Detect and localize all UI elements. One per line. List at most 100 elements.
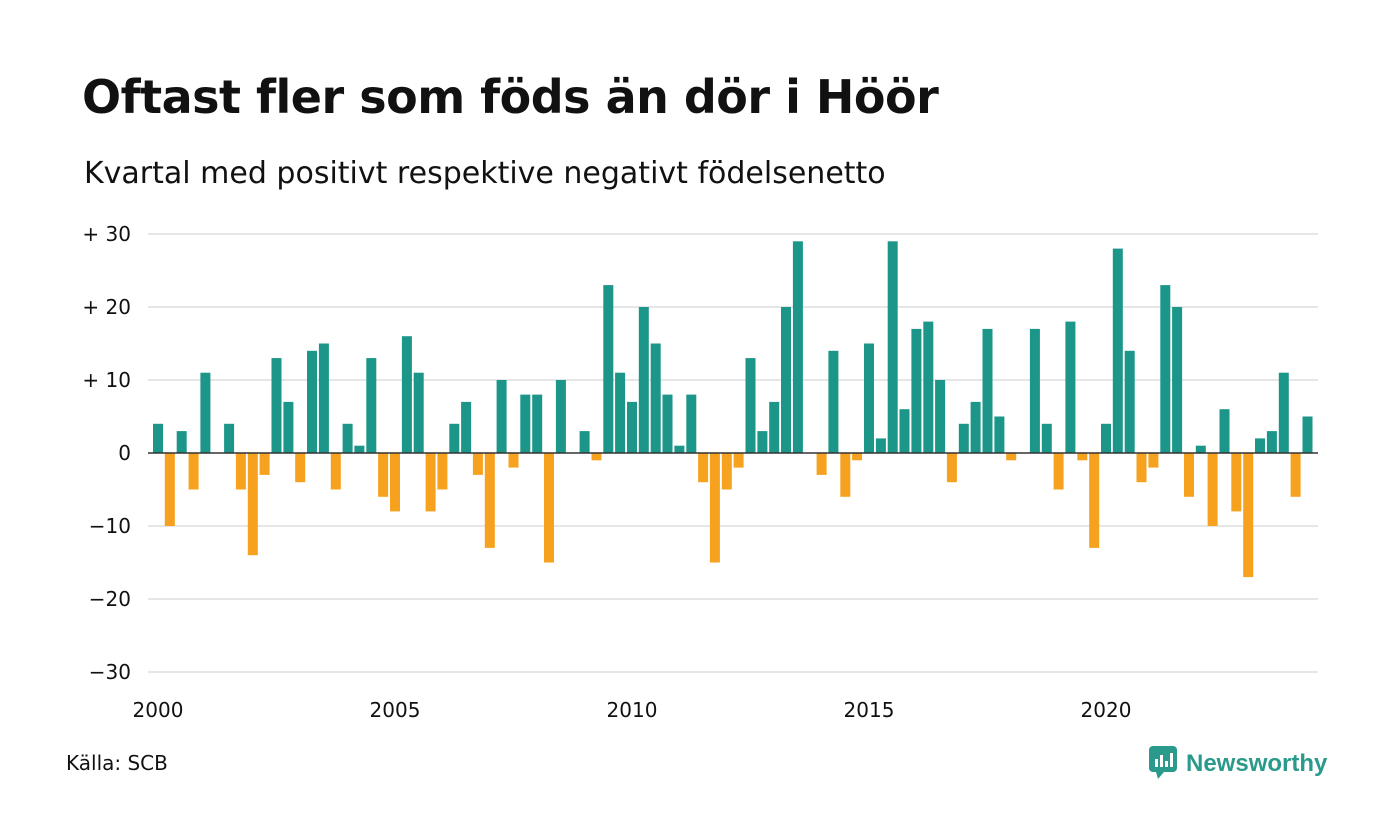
bar-positive xyxy=(911,328,922,453)
bars xyxy=(153,241,1313,578)
bar-negative xyxy=(425,453,436,512)
bar-positive xyxy=(958,423,969,453)
bar-positive xyxy=(153,423,163,453)
bar-positive xyxy=(745,358,756,453)
bar-positive xyxy=(1278,372,1289,453)
x-tick-label: 2005 xyxy=(370,698,421,722)
bar-negative xyxy=(1089,453,1100,548)
bar-negative xyxy=(247,453,258,556)
bar-positive xyxy=(875,438,886,453)
bar-negative xyxy=(852,453,863,461)
bar-positive xyxy=(650,343,661,453)
bar-positive xyxy=(283,401,294,453)
bar-negative xyxy=(1148,453,1159,468)
bar-positive xyxy=(1065,321,1076,453)
chart-title: Oftast fler som föds än dör i Höör xyxy=(82,70,939,124)
bar-negative xyxy=(1184,453,1194,497)
x-tick-label: 2010 xyxy=(607,698,658,722)
bar-negative xyxy=(816,453,827,475)
bar-positive xyxy=(176,431,187,453)
bar-positive xyxy=(449,423,460,453)
bar-negative xyxy=(390,453,400,512)
bar-negative xyxy=(188,453,199,490)
bar-positive xyxy=(532,394,543,453)
bar-positive xyxy=(994,416,1005,453)
newsworthy-logo-text: Newsworthy xyxy=(1186,750,1328,777)
bar-negative xyxy=(1290,453,1301,497)
bar-positive xyxy=(603,285,614,453)
y-axis-ticks: + 30 + 20 + 10 0 −10 −20 −30 xyxy=(82,222,131,684)
bar-negative xyxy=(721,453,732,490)
y-tick-label: −20 xyxy=(89,587,131,611)
bar-negative xyxy=(235,453,246,490)
bar-positive xyxy=(627,401,637,453)
x-tick-label: 2020 xyxy=(1081,698,1132,722)
bar-positive xyxy=(828,350,839,453)
bar-positive xyxy=(1195,445,1206,453)
bar-positive xyxy=(1160,285,1171,453)
bar-positive xyxy=(982,328,993,453)
bar-positive xyxy=(318,343,329,453)
bar-positive xyxy=(792,241,803,453)
bar-negative xyxy=(840,453,851,497)
newsworthy-logo[interactable]: Newsworthy xyxy=(1148,744,1327,784)
bar-positive xyxy=(923,321,934,453)
bar-negative xyxy=(1077,453,1088,461)
bar-negative xyxy=(259,453,270,475)
bar-negative xyxy=(946,453,957,483)
bar-positive xyxy=(271,358,282,453)
bar-negative xyxy=(544,453,554,563)
bar-positive xyxy=(401,336,412,453)
bar-negative xyxy=(508,453,519,468)
chart-subtitle: Kvartal med positivt respektive negativt… xyxy=(84,156,886,191)
gridlines xyxy=(148,233,1318,673)
bar-negative xyxy=(1006,453,1017,461)
bar-positive xyxy=(1041,423,1052,453)
y-tick-label: −10 xyxy=(89,514,131,538)
bar-positive xyxy=(1124,350,1135,453)
bar-positive xyxy=(1219,409,1230,453)
bar-negative xyxy=(709,453,720,563)
y-tick-label: −30 xyxy=(89,660,131,684)
bar-negative xyxy=(484,453,495,548)
bar-negative xyxy=(437,453,448,490)
bar-positive xyxy=(354,445,365,453)
bar-positive xyxy=(1112,248,1123,453)
bar-positive xyxy=(1101,423,1111,453)
bar-negative xyxy=(1207,453,1218,526)
bar-negative xyxy=(1053,453,1064,490)
bar-positive xyxy=(413,372,424,453)
bar-negative xyxy=(1231,453,1242,512)
bar-positive xyxy=(1255,438,1265,453)
bar-positive xyxy=(686,394,697,453)
bar-positive xyxy=(555,380,566,453)
y-tick-label: + 30 xyxy=(82,222,131,246)
bar-positive xyxy=(200,372,211,453)
bar-positive xyxy=(615,372,626,453)
bar-positive xyxy=(935,380,946,453)
bar-negative xyxy=(295,453,306,483)
x-axis-ticks: 2000 2005 2010 2015 2020 xyxy=(133,698,1132,722)
x-tick-label: 2000 xyxy=(133,698,184,722)
bar-positive xyxy=(757,431,768,453)
bar-positive xyxy=(864,343,874,453)
bar-positive xyxy=(1172,307,1183,453)
bar-positive xyxy=(1302,416,1313,453)
bar-positive xyxy=(899,409,910,453)
bar-positive xyxy=(887,241,898,453)
newsworthy-logo-icon xyxy=(1148,744,1178,784)
bar-positive xyxy=(638,307,649,453)
bar-positive xyxy=(970,401,981,453)
bar-positive xyxy=(520,394,531,453)
y-tick-label: + 10 xyxy=(82,368,131,392)
bar-positive xyxy=(781,307,791,453)
bar-negative xyxy=(591,453,602,461)
bar-positive xyxy=(342,423,353,453)
bar-positive xyxy=(1266,431,1277,453)
bar-negative xyxy=(472,453,483,475)
bar-negative xyxy=(1243,453,1254,578)
bar-positive xyxy=(674,445,685,453)
y-tick-label: + 20 xyxy=(82,295,131,319)
x-tick-label: 2015 xyxy=(844,698,895,722)
